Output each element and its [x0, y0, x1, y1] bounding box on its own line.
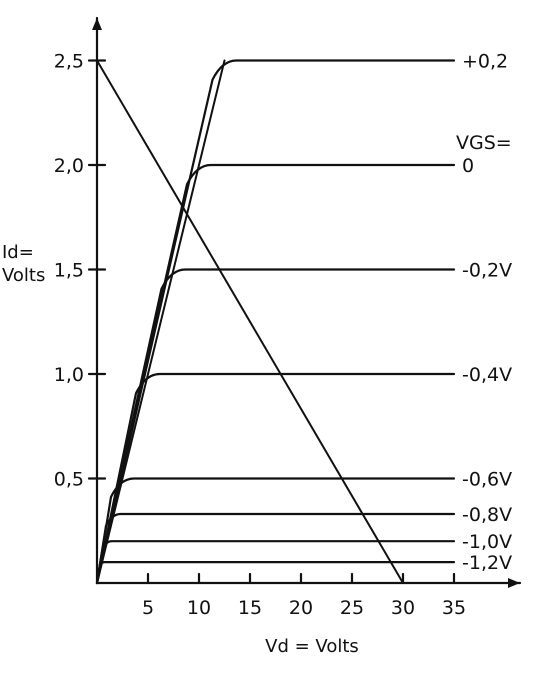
series-line	[95, 59, 456, 585]
y-tick-label: 2,0	[54, 155, 84, 177]
x-tick-label: 25	[340, 597, 364, 619]
series-label: -1,2V	[462, 552, 512, 574]
x-axis-title: Vd = Volts	[265, 636, 359, 657]
series-label: -0,2V	[462, 260, 512, 282]
x-tick-label: 15	[238, 597, 262, 619]
x-tick-label: 10	[187, 597, 211, 619]
y-tick-label: 1,0	[54, 364, 84, 386]
series-label: -1,0V	[462, 531, 512, 553]
series-line	[95, 512, 456, 585]
y-tick-label: 0,5	[54, 469, 84, 491]
axes	[87, 16, 522, 588]
x-axis-arrow	[508, 578, 520, 588]
curves	[95, 59, 456, 585]
y-axis-arrow	[92, 18, 102, 30]
series-label: -0,8V	[462, 504, 512, 526]
series-label: 0	[462, 155, 474, 177]
legend-header: VGS=	[456, 132, 512, 154]
y-axis-title-line: Volts	[2, 265, 45, 286]
reference-lines	[96, 59, 404, 584]
y-tick-label: 1,5	[54, 260, 84, 282]
series-label: +0,2	[462, 51, 508, 73]
load-line	[96, 59, 404, 584]
x-tick-label: 35	[442, 597, 466, 619]
knee-boundary-line	[96, 59, 226, 584]
labels: 5 10 15 20 25 30 35 0,5 1,0 1,5 2,0 2,5 +0,2 0 -0,2V -0…	[2, 51, 512, 658]
series-line	[95, 477, 456, 585]
y-axis-title-line: Id=	[2, 242, 34, 263]
x-tick-label: 30	[391, 597, 415, 619]
series-line	[95, 268, 456, 585]
series-label: -0,6V	[462, 469, 512, 491]
x-tick-label: 5	[142, 597, 154, 619]
series-label: -0,4V	[462, 364, 512, 386]
x-tick-label: 20	[289, 597, 313, 619]
y-tick-label: 2,5	[54, 51, 84, 73]
